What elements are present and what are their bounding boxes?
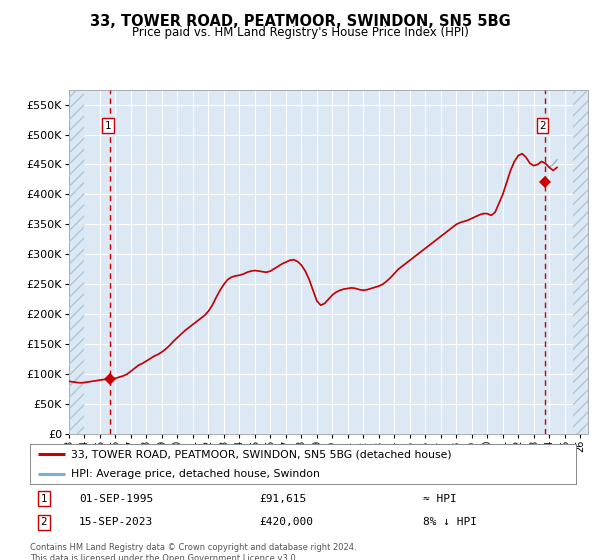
- Bar: [572, 90, 588, 434]
- Text: 2: 2: [40, 517, 47, 527]
- Text: 33, TOWER ROAD, PEATMOOR, SWINDON, SN5 5BG (detached house): 33, TOWER ROAD, PEATMOOR, SWINDON, SN5 5…: [71, 449, 452, 459]
- Text: 33, TOWER ROAD, PEATMOOR, SWINDON, SN5 5BG: 33, TOWER ROAD, PEATMOOR, SWINDON, SN5 5…: [89, 14, 511, 29]
- Text: 1: 1: [105, 121, 112, 131]
- Bar: [69, 90, 85, 434]
- Bar: [572, 90, 588, 434]
- Text: Contains HM Land Registry data © Crown copyright and database right 2024.
This d: Contains HM Land Registry data © Crown c…: [30, 543, 356, 560]
- Text: £91,615: £91,615: [259, 493, 307, 503]
- Text: 1: 1: [40, 493, 47, 503]
- Bar: [69, 90, 85, 434]
- Text: 8% ↓ HPI: 8% ↓ HPI: [423, 517, 477, 527]
- Text: Price paid vs. HM Land Registry's House Price Index (HPI): Price paid vs. HM Land Registry's House …: [131, 26, 469, 39]
- Text: 15-SEP-2023: 15-SEP-2023: [79, 517, 154, 527]
- Text: £420,000: £420,000: [259, 517, 313, 527]
- Text: HPI: Average price, detached house, Swindon: HPI: Average price, detached house, Swin…: [71, 469, 320, 479]
- Text: 01-SEP-1995: 01-SEP-1995: [79, 493, 154, 503]
- Text: 2: 2: [539, 121, 546, 131]
- Text: ≈ HPI: ≈ HPI: [423, 493, 457, 503]
